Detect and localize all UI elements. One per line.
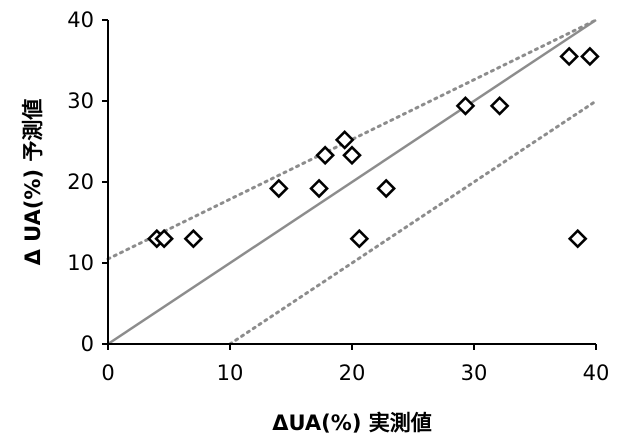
bound-line-2 [228, 99, 598, 346]
data-point [315, 145, 335, 166]
data-point [268, 178, 289, 199]
data-point [154, 228, 174, 249]
y-tick-label: 10 [67, 251, 94, 275]
y-axis-ticks: 0 10 20 30 40 [67, 8, 108, 356]
y-tick-label: 0 [81, 332, 94, 356]
data-point [309, 178, 329, 199]
data-point [334, 130, 355, 150]
x-tick-label: 10 [217, 361, 244, 385]
data-point [455, 96, 476, 116]
data-point [342, 145, 362, 166]
x-tick-label: 0 [101, 361, 114, 385]
data-point [183, 228, 204, 249]
data-point [580, 46, 600, 67]
y-tick-label: 40 [67, 8, 94, 32]
y-tick-label: 30 [67, 89, 94, 113]
x-axis-title: ΔUA(%) 実測値 [272, 411, 431, 435]
x-tick-label: 30 [461, 361, 488, 385]
x-axis-ticks: 0 10 20 30 40 [101, 344, 609, 385]
x-tick-label: 20 [339, 361, 366, 385]
x-tick-label: 40 [583, 361, 610, 385]
data-point [567, 228, 588, 249]
data-point [349, 228, 370, 249]
data-point [559, 46, 579, 67]
data-points [146, 46, 600, 249]
data-point [489, 96, 510, 116]
identity-line [107, 18, 597, 346]
y-tick-label: 20 [67, 170, 94, 194]
data-point [376, 178, 396, 199]
reference-lines [106, 18, 598, 346]
y-axis-title: Δ UA(%) 予測値 [21, 99, 45, 266]
